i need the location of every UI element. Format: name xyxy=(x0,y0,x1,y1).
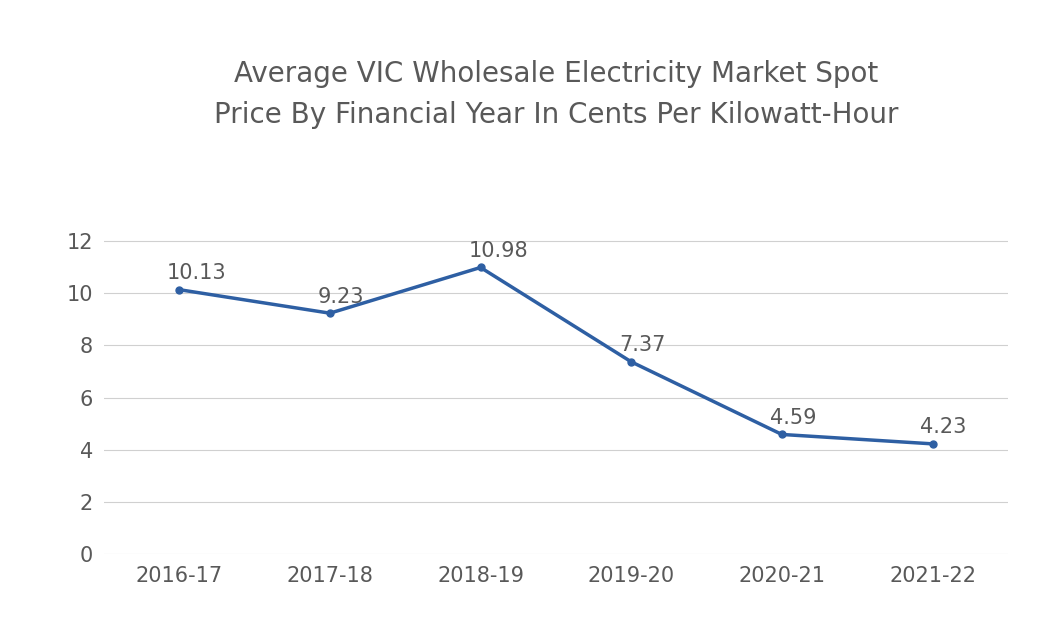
Text: 4.59: 4.59 xyxy=(770,408,817,428)
Text: 9.23: 9.23 xyxy=(318,287,365,307)
Text: Average VIC Wholesale Electricity Market Spot
Price By Financial Year In Cents P: Average VIC Wholesale Electricity Market… xyxy=(214,60,898,129)
Text: 10.98: 10.98 xyxy=(469,241,528,261)
Text: 7.37: 7.37 xyxy=(619,335,666,355)
Text: 4.23: 4.23 xyxy=(921,418,967,437)
Text: 10.13: 10.13 xyxy=(167,263,227,284)
